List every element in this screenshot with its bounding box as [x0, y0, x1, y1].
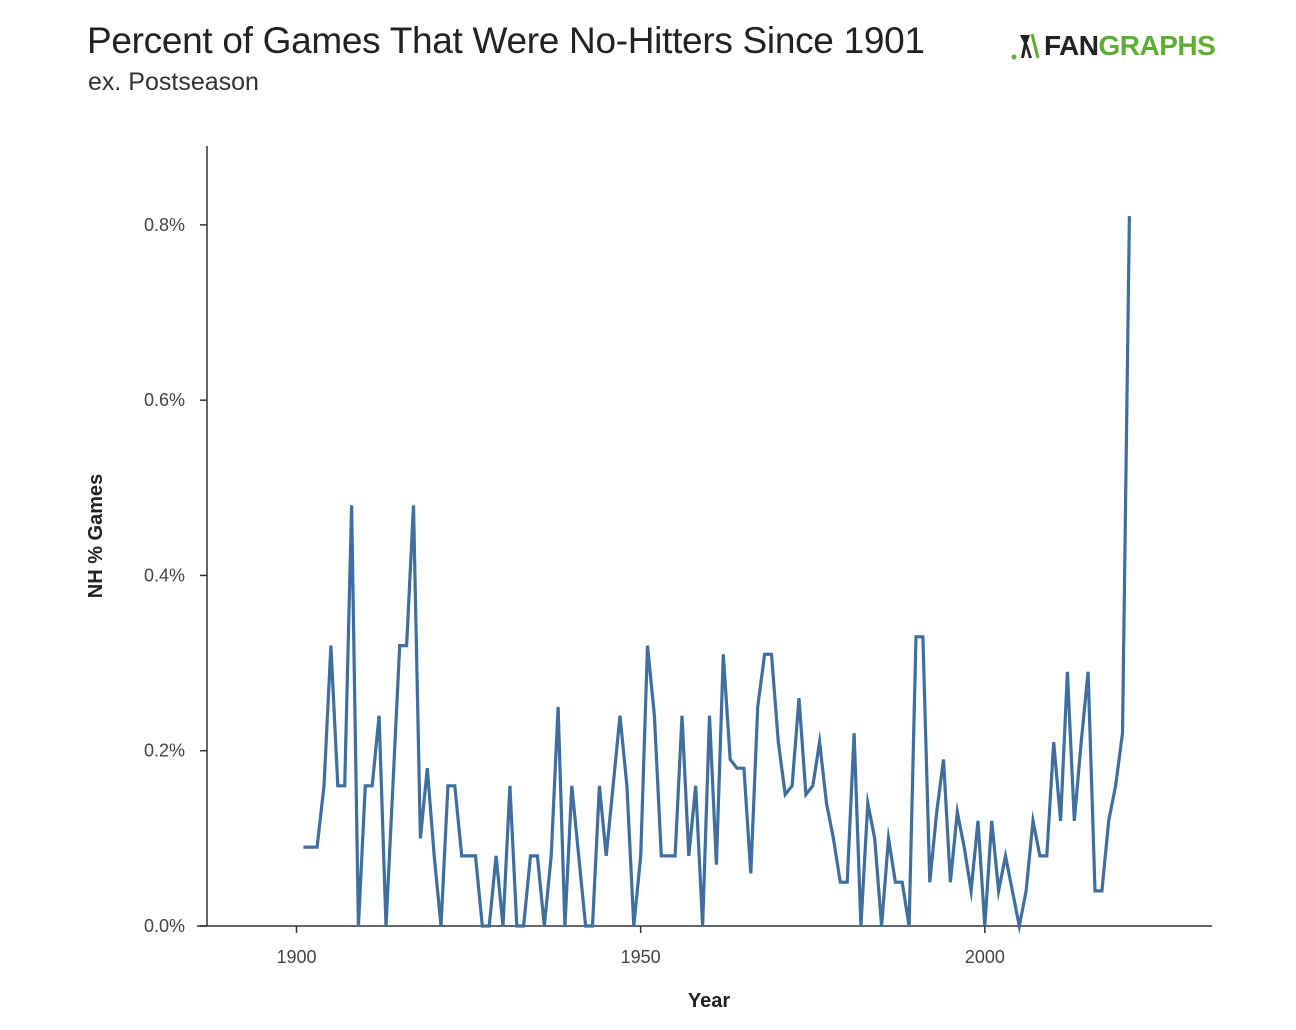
batter-silhouette-icon — [1011, 33, 1040, 60]
fangraphs-logo[interactable]: FAN GRAPHS — [1010, 28, 1216, 64]
x-axis-title: Year — [688, 990, 730, 1012]
y-axis-title: NH % Games — [85, 474, 107, 599]
chart-subtitle: ex. Postseason — [88, 68, 259, 96]
chart-axes — [197, 146, 1212, 927]
series-line — [303, 216, 1131, 935]
logo-text-fan: FAN — [1044, 30, 1099, 61]
x-tick-label: 1950 — [621, 947, 661, 967]
logo-text-graphs: GRAPHS — [1098, 30, 1216, 61]
y-tick-label: 0.0% — [144, 916, 185, 936]
y-tick-label: 0.8% — [144, 215, 185, 235]
y-tick-label: 0.2% — [144, 741, 185, 761]
y-tick-label: 0.6% — [144, 390, 185, 410]
x-tick-label: 1900 — [276, 947, 316, 967]
x-tick-label: 2000 — [965, 947, 1005, 967]
y-tick-label: 0.4% — [144, 565, 185, 585]
x-axis-ticks: 1900 1950 2000 — [276, 926, 1005, 967]
chart-title: Percent of Games That Were No-Hitters Si… — [87, 20, 925, 61]
series-group — [303, 216, 1131, 935]
y-axis-ticks: 0.0% 0.2% 0.4% 0.6% 0.8% — [144, 215, 207, 936]
